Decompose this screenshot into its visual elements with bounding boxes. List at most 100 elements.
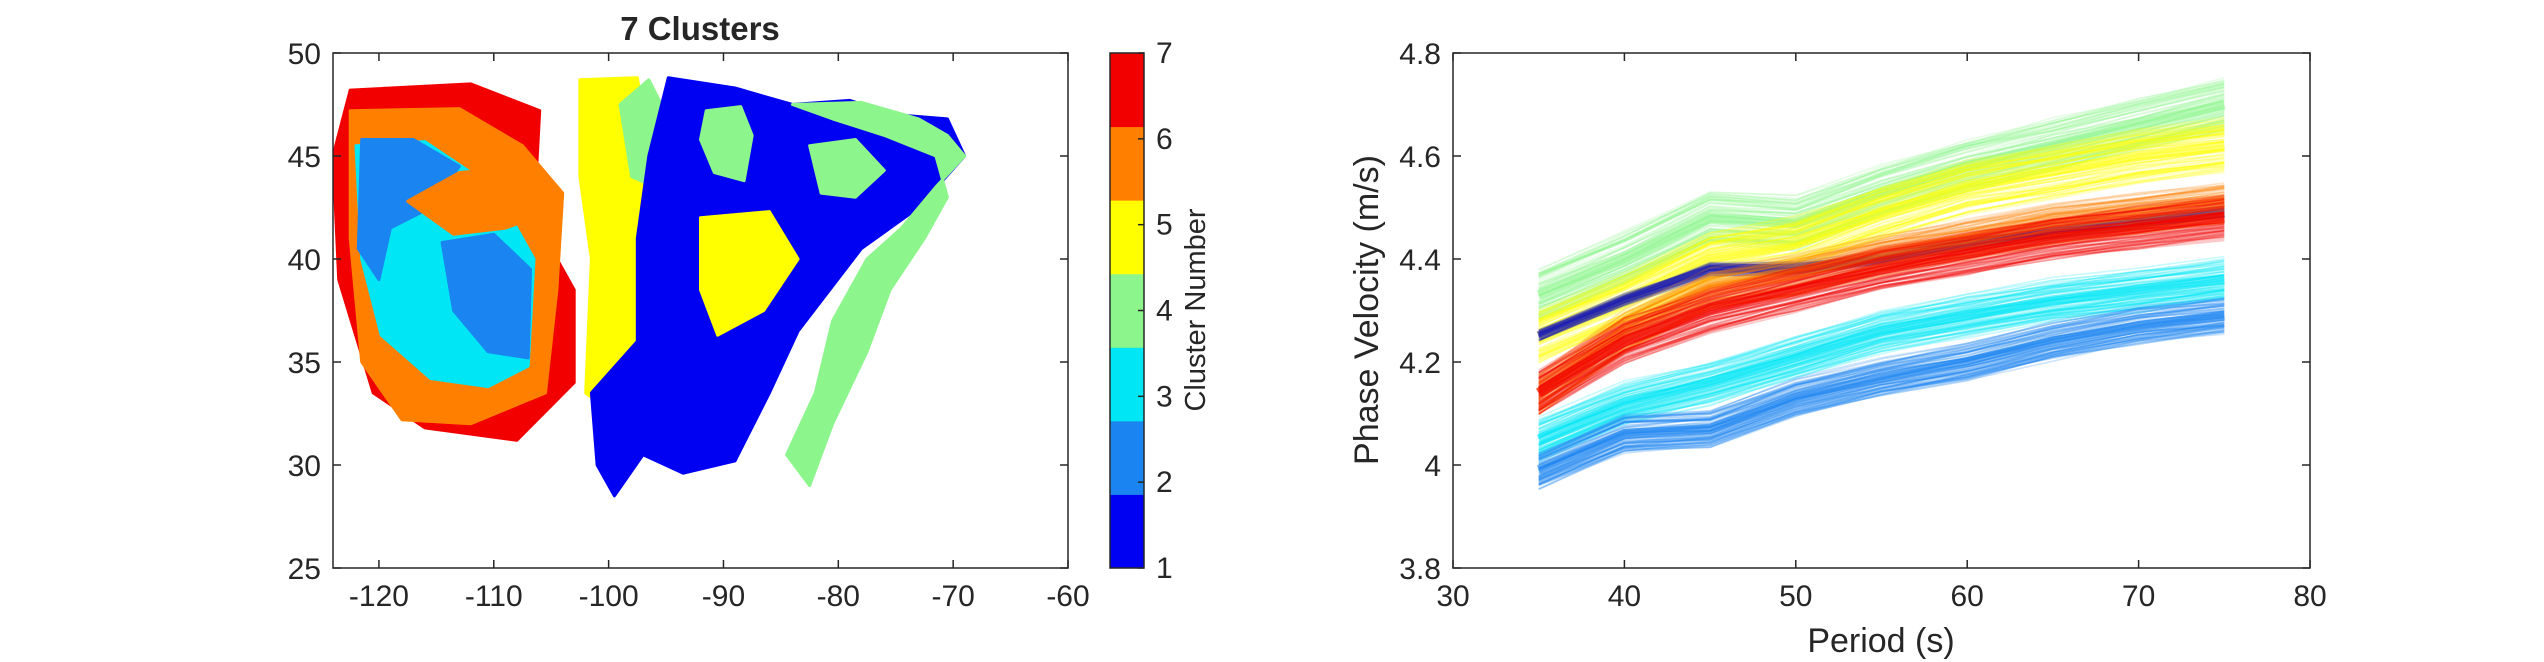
curve-line-4 [1538,209,2225,384]
curve-line-1 [1538,132,2225,324]
cluster-region-4-9 [785,100,967,488]
curve-line-5 [1538,286,2225,449]
curve-line-0 [1538,87,2225,279]
curve-line-1 [1538,164,2225,356]
curve-line-4 [1538,206,2225,383]
curve-line-0 [1538,93,2225,285]
curve-line-5 [1538,267,2225,426]
curve-line-6 [1538,302,2225,457]
curve-line-5 [1538,296,2225,461]
curve-line-0 [1538,109,2225,303]
curve-line-4 [1538,198,2225,379]
curve-line-1 [1538,150,2225,344]
curve-line-0 [1538,80,2225,275]
curve-line-0 [1538,115,2225,304]
curve-line-6 [1538,310,2225,462]
curve-line-0 [1538,81,2225,275]
curve-line-0 [1538,81,2225,274]
curve-line-3 [1538,185,2225,378]
map-ytick-label: 45 [288,141,321,174]
cluster-region-4-10 [699,105,754,183]
curve-line-5 [1538,291,2225,452]
curve-line-4 [1538,199,2225,379]
curve-line-6 [1538,305,2225,461]
curve-line-1 [1538,168,2225,360]
curve-line-3 [1538,187,2225,380]
curve-xtick-label: 30 [1436,580,1469,613]
curve-line-3 [1538,194,2225,384]
colorbar: 1 2 3 4 5 6 7 Cluster Number [1109,37,1212,585]
curve-line-1 [1538,161,2225,353]
curve-line-4 [1538,201,2225,380]
curve-line-5 [1538,285,2225,447]
curve-line-6 [1538,333,2225,486]
colorbar-tick-label: 1 [1156,552,1173,585]
curve-line-6 [1538,325,2225,481]
curve-line-1 [1538,162,2225,358]
curve-line-4 [1538,206,2225,381]
curve-line-1 [1538,162,2225,356]
curve-line-0 [1538,91,2225,289]
curve-line-1 [1538,128,2225,321]
curve-line-1 [1538,124,2225,314]
curve-line-4 [1538,201,2225,380]
curve-line-0 [1538,114,2225,306]
curve-line-0 [1538,110,2225,305]
curve-line-3 [1538,197,2225,386]
curve-line-6 [1538,329,2225,487]
curve-line-0 [1538,119,2225,309]
curve-line-0 [1538,94,2225,289]
curve-ticks: 30 40 50 60 70 80 3.8 4 4.2 4.4 4.6 4.8 [1399,38,2326,613]
curve-line-4 [1538,203,2225,379]
curve-line-6 [1538,326,2225,481]
curve-line-3 [1538,212,2225,405]
curve-line-4 [1538,227,2225,404]
curve-line-5 [1538,259,2225,423]
curve-line-5 [1538,294,2225,460]
curve-line-3 [1538,205,2225,400]
curve-line-1 [1538,169,2225,360]
curve-line-0 [1538,114,2225,306]
curve-line-3 [1538,198,2225,387]
curve-line-3 [1538,186,2225,382]
curve-line-4 [1538,234,2225,415]
curve-line-1 [1538,132,2225,322]
curve-line-1 [1538,160,2225,353]
curve-line-1 [1538,131,2225,327]
colorbar-segment-3 [1110,347,1144,422]
curve-line-4 [1538,205,2225,378]
curve-line-0 [1538,110,2225,301]
map-xtick-label: -90 [702,580,745,613]
curve-line-5 [1538,295,2225,457]
curve-line-5 [1538,265,2225,430]
colorbar-segment-2 [1110,420,1144,495]
curve-line-0 [1538,93,2225,289]
curve-line-1 [1538,157,2225,354]
curve-line-4 [1538,234,2225,411]
curve-line-4 [1538,207,2225,385]
curve-line-4 [1538,229,2225,407]
curve-line-0 [1538,86,2225,275]
curve-line-5 [1538,258,2225,423]
curve-line-5 [1538,289,2225,453]
curve-line-1 [1538,165,2225,358]
curve-line-1 [1538,134,2225,332]
map-regions [333,76,967,498]
curve-line-0 [1538,113,2225,304]
curve-line-4 [1538,232,2225,411]
curve-band-4 [1536,212,2225,398]
curve-line-6 [1538,298,2225,455]
curve-line-5 [1538,259,2225,424]
curves-panel: 30 40 50 60 70 803.844.24.44.64.8 Period (s) … [1348,38,2327,660]
curve-line-0 [1538,85,2225,279]
curve-line-4 [1538,230,2225,405]
cluster-region-6-5 [406,166,547,236]
curve-line-5 [1538,273,2225,436]
curve-line-5 [1538,287,2225,447]
curve-line-1 [1538,129,2225,317]
curve-line-5 [1538,271,2225,433]
curve-line-0 [1538,83,2225,277]
curve-line-4 [1538,199,2225,378]
curve-line-3 [1538,189,2225,386]
